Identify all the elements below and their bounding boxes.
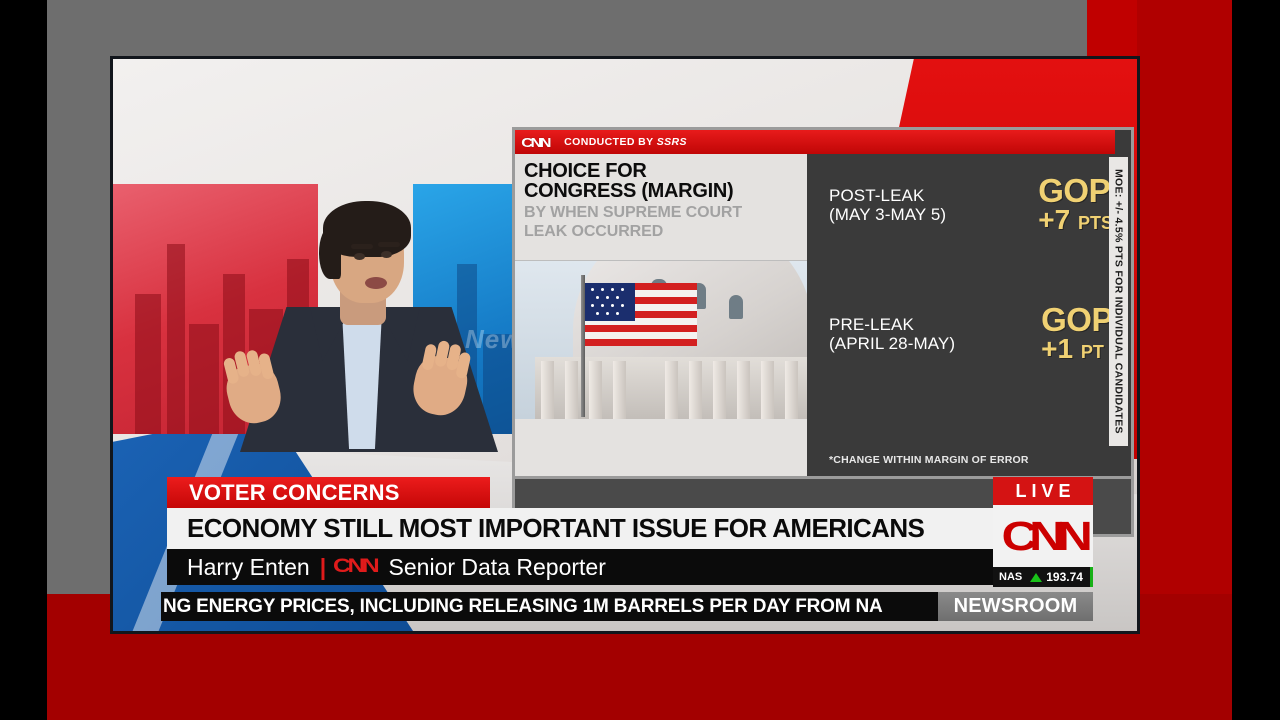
poll-source-bar: CNN CONDUCTED BY SSRS xyxy=(515,130,1115,154)
poll-row-party: GOP xyxy=(1041,301,1113,338)
poll-row-margin-unit: PT xyxy=(1080,341,1104,362)
market-ticker-badge: NAS 193.74 xyxy=(993,567,1093,587)
cnn-logo-icon: CNN xyxy=(1001,512,1093,559)
letterbox-right xyxy=(1232,0,1280,720)
program-tag: NEWSROOM xyxy=(938,592,1093,621)
poll-margin-of-error: MOE: +/- 4.5% PTS FOR INDIVIDUAL CANDIDA… xyxy=(1109,157,1128,446)
poll-row-margin: +1 PT xyxy=(1041,332,1113,364)
poll-row-value: GOP +7 PTS xyxy=(1038,172,1113,235)
reporter-title: Senior Data Reporter xyxy=(388,553,606,580)
news-ticker-text: NG ENERGY PRICES, INCLUDING RELEASING 1M… xyxy=(163,595,883,617)
lower-third-kicker: VOTER CONCERNS xyxy=(167,477,490,508)
poll-conducted-prefix: CONDUCTED BY xyxy=(564,136,654,148)
arrow-up-icon xyxy=(1030,572,1043,582)
lower-third-headline-text: ECONOMY STILL MOST IMPORTANT ISSUE FOR A… xyxy=(187,513,925,543)
poll-row-label-line2: (MAY 3-MAY 5) xyxy=(829,204,947,224)
poll-left-column: CHOICE FOR CONGRESS (MARGIN) BY WHEN SUP… xyxy=(515,130,807,476)
poll-row: POST-LEAK (MAY 3-MAY 5) GOP +7 PTS xyxy=(829,172,1113,235)
live-badge: LIVE xyxy=(993,477,1093,505)
guest-mouth xyxy=(365,277,387,289)
market-index-label: NAS xyxy=(999,571,1023,583)
poll-row-label-line1: POST-LEAK xyxy=(829,185,925,205)
poll-row-value: GOP +1 PT xyxy=(1041,301,1113,364)
poll-moe-text: MOE: +/- 4.5% PTS FOR INDIVIDUAL CANDIDA… xyxy=(1112,169,1125,434)
program-tag-text: NEWSROOM xyxy=(953,595,1078,617)
poll-row-margin-number: +1 xyxy=(1041,332,1074,364)
poll-row-label-line1: PRE-LEAK xyxy=(829,314,914,334)
lower-third-kicker-text: VOTER CONCERNS xyxy=(189,479,400,505)
poll-graphic: CNN CONDUCTED BY SSRS CHOICE FOR CONGRES… xyxy=(512,127,1134,479)
poll-photo-capitol xyxy=(515,260,807,419)
poll-row-party: GOP xyxy=(1038,172,1111,209)
flag-pole xyxy=(581,275,585,417)
cnn-logo-icon: CNN xyxy=(521,134,551,150)
poll-row: PRE-LEAK (APRIL 28-MAY) GOP +1 PT xyxy=(829,301,1113,364)
page-background-red-right xyxy=(1137,0,1232,600)
poll-row-margin-unit: PTS xyxy=(1077,212,1113,233)
byline-separator: | xyxy=(319,553,327,580)
news-ticker: NG ENERGY PRICES, INCLUDING RELEASING 1M… xyxy=(161,592,1091,621)
live-badge-text: LIVE xyxy=(1015,480,1076,501)
poll-subtitle-line2: LEAK OCCURRED xyxy=(524,223,664,241)
poll-pollster: SSRS xyxy=(656,136,687,148)
poll-title-block: CHOICE FOR CONGRESS (MARGIN) BY WHEN SUP… xyxy=(515,154,807,260)
guest-shirt xyxy=(341,309,383,449)
poll-row-margin: +7 PTS xyxy=(1038,203,1113,235)
poll-subtitle-line1: BY WHEN SUPREME COURT xyxy=(524,203,743,221)
us-flag-icon xyxy=(585,283,697,369)
poll-conducted-by: CONDUCTED BY SSRS xyxy=(564,136,687,148)
poll-title-line2: CONGRESS (MARGIN) xyxy=(524,180,734,203)
network-logo-box: CNN xyxy=(993,505,1093,567)
poll-row-label: POST-LEAK (MAY 3-MAY 5) xyxy=(829,186,946,224)
lower-third-byline: Harry Enten | CNN Senior Data Reporter xyxy=(167,549,997,585)
poll-footnote: *CHANGE WITHIN MARGIN OF ERROR xyxy=(829,454,1029,466)
poll-row-label-line2: (APRIL 28-MAY) xyxy=(829,333,956,353)
poll-results-column: POST-LEAK (MAY 3-MAY 5) GOP +7 PTS xyxy=(807,130,1131,476)
poll-row-label: PRE-LEAK (APRIL 28-MAY) xyxy=(829,315,955,353)
market-value: 193.74 xyxy=(1046,570,1083,584)
video-player[interactable]: NewsRoom xyxy=(110,56,1140,634)
poll-row-margin-number: +7 xyxy=(1038,203,1071,235)
letterbox-left xyxy=(0,0,47,720)
guest-hair-side xyxy=(319,227,341,279)
cnn-logo-icon: CNN xyxy=(333,556,380,577)
reporter-name: Harry Enten xyxy=(187,553,310,580)
on-air-guest xyxy=(218,189,518,452)
poll-title-line1: CHOICE FOR xyxy=(524,160,647,182)
lower-third-headline: ECONOMY STILL MOST IMPORTANT ISSUE FOR A… xyxy=(167,508,997,549)
